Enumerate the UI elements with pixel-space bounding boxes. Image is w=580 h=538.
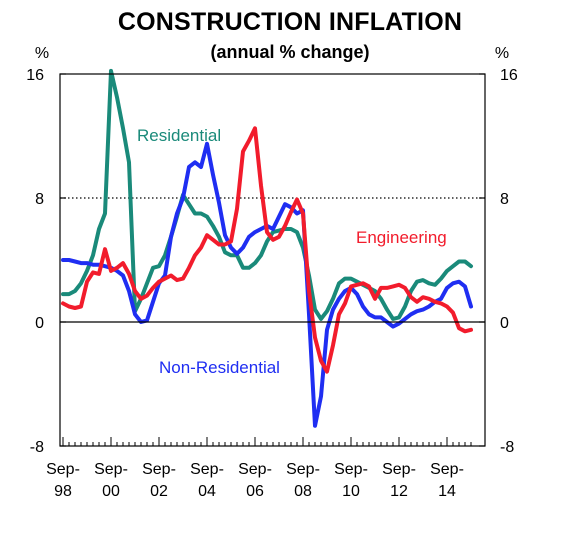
y-tick-label-left: 8 (35, 191, 44, 208)
y-tick-label-left: 16 (26, 67, 44, 84)
y-tick-label-left: 0 (35, 315, 44, 332)
x-tick-label-year: 00 (102, 483, 120, 500)
left-axis-unit: % (35, 45, 49, 62)
x-tick-label: Sep- (334, 461, 368, 478)
x-tick-label: Sep- (286, 461, 320, 478)
x-tick-label-year: 08 (294, 483, 312, 500)
x-tick-label: Sep- (142, 461, 176, 478)
x-tick-label-year: 02 (150, 483, 168, 500)
x-tick-label-year: 04 (198, 483, 216, 500)
chart-title: CONSTRUCTION INFLATION (117, 8, 463, 36)
x-tick-label: Sep- (382, 461, 416, 478)
series-line-non-residential (61, 141, 473, 428)
right-axis-unit: % (495, 45, 509, 62)
x-tick-label-year: 10 (342, 483, 360, 500)
x-tick-label-year: 06 (246, 483, 264, 500)
x-tick-label: Sep- (46, 461, 80, 478)
x-tick-label-year: 12 (390, 483, 408, 500)
series-label-non-residential: Non-Residential (159, 358, 280, 377)
y-tick-label-right: 16 (500, 67, 518, 84)
y-tick-label-right: 8 (500, 191, 509, 208)
series-label-engineering: Engineering (356, 228, 447, 247)
x-tick-label-year: 98 (54, 483, 72, 500)
y-tick-label-right: 0 (500, 315, 509, 332)
x-tick-label: Sep- (238, 461, 272, 478)
x-tick-label-year: 14 (438, 483, 456, 500)
chart-subtitle: (annual % change) (210, 42, 370, 62)
x-tick-label: Sep- (190, 461, 224, 478)
x-tick-label: Sep- (430, 461, 464, 478)
series-label-residential: Residential (137, 126, 221, 145)
y-tick-label-right: -8 (500, 439, 514, 456)
x-tick-label: Sep- (94, 461, 128, 478)
series-line-engineering (61, 126, 473, 374)
y-tick-label-left: -8 (30, 439, 44, 456)
series-line-residential (61, 68, 473, 321)
